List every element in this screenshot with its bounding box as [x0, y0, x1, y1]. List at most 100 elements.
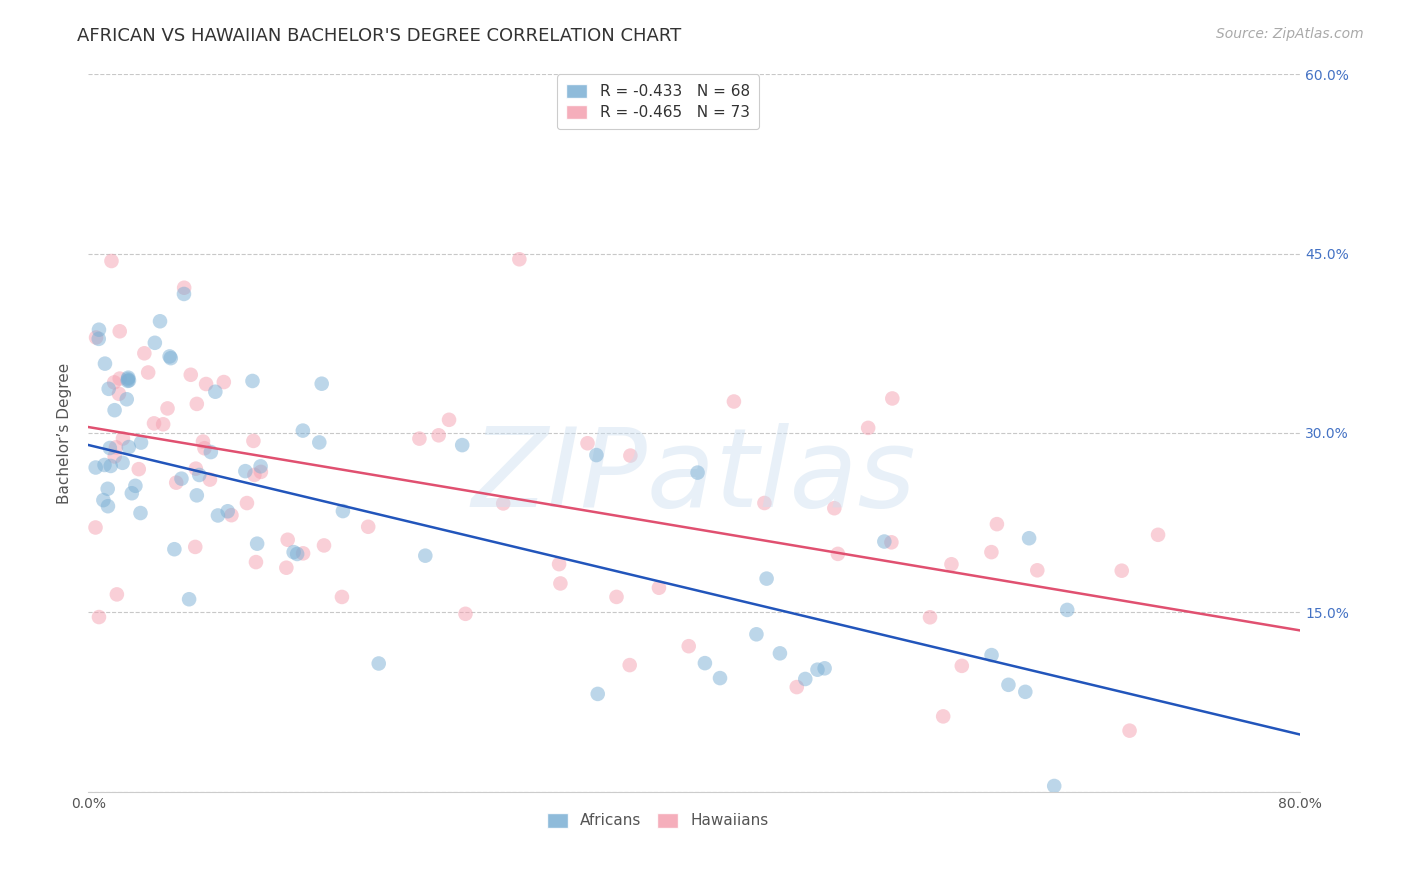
Point — [242, 374, 264, 388]
Point — [87, 610, 110, 624]
Point — [143, 335, 166, 350]
Point — [276, 560, 298, 574]
Point — [932, 709, 955, 723]
Point — [357, 520, 380, 534]
Point — [129, 435, 152, 450]
Point — [308, 435, 330, 450]
Point — [950, 658, 973, 673]
Point — [492, 496, 515, 510]
Point — [100, 458, 122, 473]
Point — [745, 627, 768, 641]
Point — [918, 610, 941, 624]
Point — [1056, 603, 1078, 617]
Point — [754, 496, 776, 510]
Point — [619, 449, 641, 463]
Point — [413, 549, 436, 563]
Point — [170, 472, 193, 486]
Point — [87, 332, 110, 346]
Point — [111, 432, 134, 446]
Point — [648, 581, 671, 595]
Point — [619, 658, 641, 673]
Point — [285, 547, 308, 561]
Point — [548, 557, 571, 571]
Point — [1147, 528, 1170, 542]
Text: Source: ZipAtlas.com: Source: ZipAtlas.com — [1216, 27, 1364, 41]
Point — [118, 374, 141, 388]
Point — [108, 371, 131, 385]
Point — [100, 254, 122, 268]
Point — [427, 428, 450, 442]
Point — [249, 459, 271, 474]
Point — [108, 387, 131, 401]
Point — [94, 357, 117, 371]
Point — [186, 397, 208, 411]
Point — [332, 504, 354, 518]
Point — [143, 417, 166, 431]
Point — [586, 687, 609, 701]
Point — [243, 467, 266, 482]
Point — [163, 542, 186, 557]
Point — [1118, 723, 1140, 738]
Point — [149, 314, 172, 328]
Point — [105, 587, 128, 601]
Point — [1018, 531, 1040, 545]
Point — [104, 403, 127, 417]
Point — [118, 440, 141, 454]
Point — [246, 537, 269, 551]
Point — [986, 517, 1008, 532]
Point — [159, 350, 181, 364]
Point — [98, 441, 121, 455]
Point — [84, 520, 107, 534]
Point — [165, 475, 187, 490]
Point — [330, 590, 353, 604]
Point — [236, 496, 259, 510]
Point — [117, 374, 139, 388]
Point — [408, 432, 430, 446]
Point — [180, 368, 202, 382]
Point — [1043, 779, 1066, 793]
Point — [97, 499, 120, 513]
Point — [997, 678, 1019, 692]
Point — [84, 460, 107, 475]
Point — [880, 535, 903, 549]
Point — [709, 671, 731, 685]
Point — [207, 508, 229, 523]
Point — [159, 351, 181, 366]
Point — [97, 482, 120, 496]
Point — [367, 657, 389, 671]
Point — [827, 547, 849, 561]
Text: AFRICAN VS HAWAIIAN BACHELOR'S DEGREE CORRELATION CHART: AFRICAN VS HAWAIIAN BACHELOR'S DEGREE CO… — [77, 27, 682, 45]
Point — [980, 545, 1002, 559]
Point — [104, 440, 127, 454]
Point — [217, 504, 239, 518]
Point — [134, 346, 156, 360]
Point — [173, 281, 195, 295]
Point — [882, 392, 904, 406]
Point — [198, 473, 221, 487]
Point — [576, 436, 599, 450]
Point — [277, 533, 299, 547]
Point — [212, 375, 235, 389]
Point — [508, 252, 530, 267]
Point — [806, 663, 828, 677]
Point — [242, 434, 264, 448]
Point — [980, 648, 1002, 662]
Text: ZIPatlas: ZIPatlas — [472, 423, 917, 530]
Point — [311, 376, 333, 391]
Point — [856, 421, 879, 435]
Point — [173, 287, 195, 301]
Point — [794, 672, 817, 686]
Point — [117, 370, 139, 384]
Point — [245, 555, 267, 569]
Point — [283, 545, 305, 559]
Point — [104, 450, 127, 464]
Point — [204, 384, 226, 399]
Point — [1026, 563, 1049, 577]
Point — [136, 366, 159, 380]
Point — [115, 392, 138, 407]
Point — [291, 424, 314, 438]
Point — [195, 377, 218, 392]
Point — [111, 456, 134, 470]
Point — [1111, 564, 1133, 578]
Point — [191, 434, 214, 449]
